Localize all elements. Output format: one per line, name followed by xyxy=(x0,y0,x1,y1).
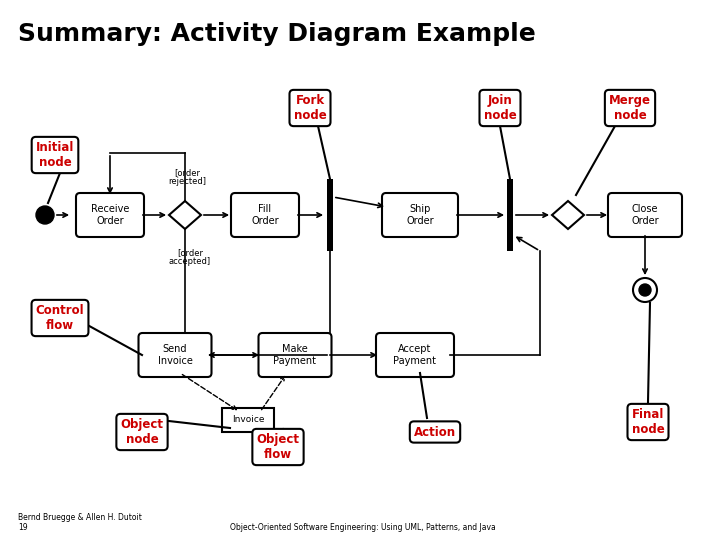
FancyBboxPatch shape xyxy=(138,333,212,377)
Bar xyxy=(327,179,333,251)
Text: Fork
node: Fork node xyxy=(294,94,326,122)
FancyBboxPatch shape xyxy=(231,193,299,237)
Text: [order
accepted]: [order accepted] xyxy=(169,248,211,266)
FancyBboxPatch shape xyxy=(376,333,454,377)
Text: Accept
Payment: Accept Payment xyxy=(394,344,436,366)
Text: Action: Action xyxy=(414,426,456,438)
FancyBboxPatch shape xyxy=(382,193,458,237)
Text: Final
node: Final node xyxy=(631,408,665,436)
Text: Close
Order: Close Order xyxy=(631,204,659,226)
Text: Bernd Bruegge & Allen H. Dutoit
19: Bernd Bruegge & Allen H. Dutoit 19 xyxy=(18,512,142,532)
Text: Initial
node: Initial node xyxy=(36,141,74,169)
Text: Object
node: Object node xyxy=(120,418,163,446)
Polygon shape xyxy=(169,201,201,229)
Bar xyxy=(222,408,274,432)
Bar xyxy=(507,179,513,251)
Circle shape xyxy=(633,278,657,302)
Circle shape xyxy=(36,206,54,224)
Text: Summary: Activity Diagram Example: Summary: Activity Diagram Example xyxy=(18,22,536,46)
Text: Make
Payment: Make Payment xyxy=(274,344,317,366)
FancyBboxPatch shape xyxy=(258,333,331,377)
Text: Send
Invoice: Send Invoice xyxy=(158,344,192,366)
Text: Join
node: Join node xyxy=(484,94,516,122)
FancyBboxPatch shape xyxy=(608,193,682,237)
Text: Fill
Order: Fill Order xyxy=(251,204,279,226)
Text: Receive
Order: Receive Order xyxy=(91,204,129,226)
Text: Merge
node: Merge node xyxy=(609,94,651,122)
FancyBboxPatch shape xyxy=(76,193,144,237)
Text: Ship
Order: Ship Order xyxy=(406,204,434,226)
Text: Control
flow: Control flow xyxy=(36,304,84,332)
Text: Invoice: Invoice xyxy=(232,415,264,424)
Text: [order
rejected]: [order rejected] xyxy=(168,167,206,186)
Circle shape xyxy=(639,284,651,296)
Text: Object-Oriented Software Engineering: Using UML, Patterns, and Java: Object-Oriented Software Engineering: Us… xyxy=(230,523,496,532)
Text: Object
flow: Object flow xyxy=(256,433,300,461)
Polygon shape xyxy=(552,201,584,229)
